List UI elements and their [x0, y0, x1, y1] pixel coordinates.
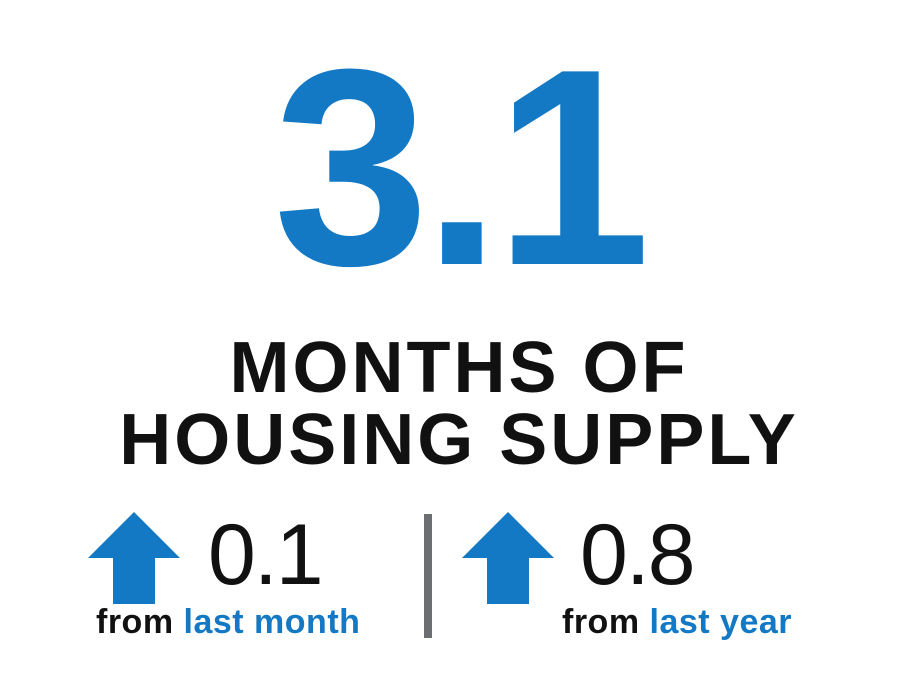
- month-change-value: 0.1: [208, 507, 324, 603]
- month-from-text: from: [96, 603, 174, 641]
- headline-value: 3.1: [273, 12, 650, 324]
- caption-line-2: HOUSING SUPPLY: [119, 400, 799, 480]
- year-period-text: last year: [649, 603, 793, 641]
- up-arrow-icon: [462, 512, 554, 604]
- year-change-value: 0.8: [580, 507, 696, 603]
- stat-divider: [424, 514, 432, 638]
- month-period-text: last month: [183, 603, 361, 641]
- stat-last-year: 0.8 from last year: [456, 510, 826, 650]
- caption-line-1: MONTHS OF: [229, 328, 689, 408]
- month-change-label: from last month: [96, 602, 360, 642]
- year-change-label: from last year: [562, 602, 792, 642]
- year-from-text: from: [562, 603, 640, 641]
- stat-last-month: 0.1 from last month: [84, 510, 404, 650]
- up-arrow-icon: [88, 512, 180, 604]
